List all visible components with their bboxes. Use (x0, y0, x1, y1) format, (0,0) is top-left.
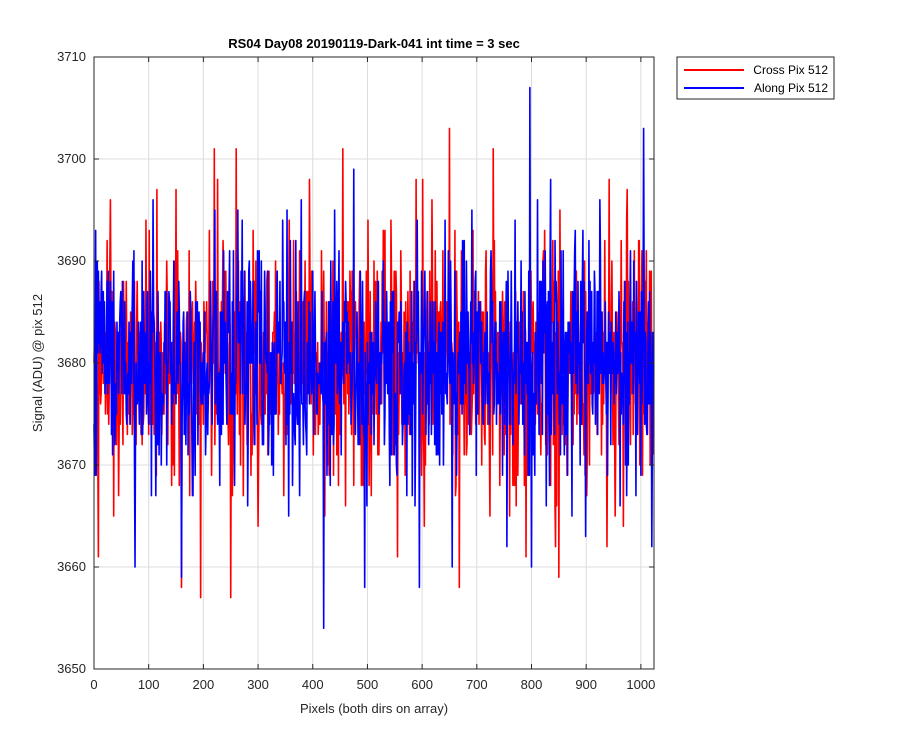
y-tick-label: 3710 (57, 49, 86, 64)
legend-label-cross: Cross Pix 512 (753, 63, 828, 77)
ticks: 0 100 200 300 400 500 600 700 800 900 1000 3650 3660… (57, 49, 655, 692)
y-axis-label: Signal (ADU) @ pix 512 (30, 294, 45, 432)
y-tick-label: 3690 (57, 253, 86, 268)
x-tick-label: 600 (411, 677, 433, 692)
x-tick-label: 1000 (626, 677, 655, 692)
legend: Cross Pix 512 Along Pix 512 (676, 56, 835, 100)
x-tick-label: 0 (90, 677, 97, 692)
x-tick-label: 300 (247, 677, 269, 692)
series-line-along (93, 86, 655, 629)
y-tick-label: 3650 (57, 661, 86, 676)
legend-label-along: Along Pix 512 (754, 81, 828, 95)
x-tick-label: 100 (138, 677, 160, 692)
x-tick-label: 500 (357, 677, 379, 692)
x-tick-label: 700 (466, 677, 488, 692)
y-tick-label: 3700 (57, 151, 86, 166)
x-axis-label: Pixels (both dirs on array) (300, 701, 448, 716)
series-layer (93, 86, 655, 629)
y-tick-label: 3680 (57, 355, 86, 370)
y-tick-label: 3670 (57, 457, 86, 472)
x-tick-label: 800 (521, 677, 543, 692)
y-tick-label: 3660 (57, 559, 86, 574)
legend-box (676, 56, 835, 100)
x-tick-label: 200 (193, 677, 215, 692)
x-tick-label: 900 (575, 677, 597, 692)
x-tick-label: 400 (302, 677, 324, 692)
chart-title: RS04 Day08 20190119-Dark-041 int time = … (228, 36, 520, 51)
